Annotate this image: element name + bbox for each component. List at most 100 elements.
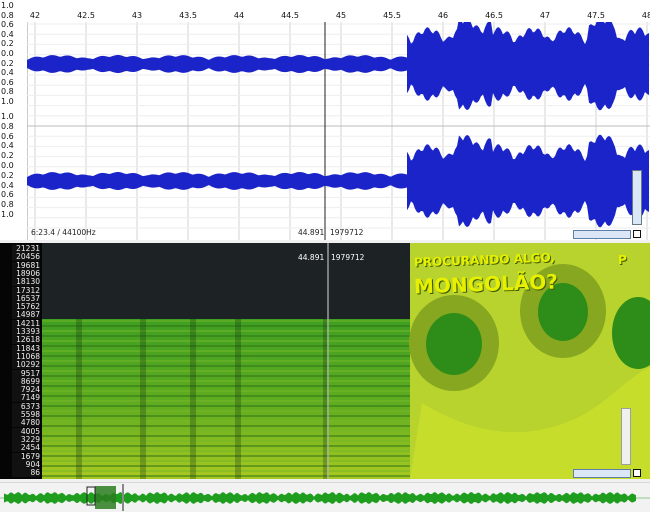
time-tick-label: 45.5 [383,11,401,20]
frequency-tick-label: 21231 [12,245,40,253]
frequency-tick-label: 4780 [12,419,40,428]
frequency-tick-label: 18130 [12,278,40,287]
frequency-tick-label: 19681 [12,261,40,270]
transient-column [76,319,82,479]
frequency-tick-label: 3229 [12,435,40,444]
frequency-axis: 21231 20456 19681 18906 18130 17312 16537 15762… [0,243,42,479]
time-tick-label: 42.5 [77,11,95,20]
amplitude-tick-label: 0.8 [1,200,14,210]
frequency-tick-label: 7924 [12,386,40,395]
frequency-tick-label: 10292 [12,361,40,370]
amplitude-axis: 1.0 0.8 0.6 0.4 0.2 0.0 0.2 0.4 0.6 0.8 1.0 1.0 0.8 0… [0,0,28,240]
hidden-image-face-shape [410,367,650,479]
frequency-tick-label: 9517 [12,369,40,378]
amplitude-tick-label: 0.8 [1,87,14,97]
frequency-tick-label: 904 [12,460,40,469]
time-tick-label: 46.5 [485,11,503,20]
time-tick-label: 46 [437,11,449,20]
frequency-tick-label: 16537 [12,294,40,303]
amplitude-tick-label: 1.0 [1,97,14,106]
time-tick-label: 48 [641,11,650,20]
amplitude-tick-label: 0.6 [1,20,14,30]
horizontal-zoom-bar[interactable] [573,230,631,239]
amplitude-tick-label: 0.6 [1,131,14,141]
frequency-tick-label: 6373 [12,402,40,411]
waveform-view[interactable] [27,22,650,240]
spectrogram-cursor-time: 44.891 [298,253,325,262]
amplitude-tick-label: 1.0 [1,1,14,10]
transient-column [235,319,241,479]
upper-channel-waveform-quiet [27,55,409,73]
hidden-image-caption-bottom: MONGOLÃO? [413,269,559,299]
audio-spectrum [42,319,410,479]
time-ruler[interactable]: 42 42.5 43 43.5 44 44.5 45 45.5 46 46.5 47 47.5 48 [27,0,650,22]
hidden-image-right-pupil [538,283,588,341]
transient-column [140,319,146,479]
sample-rate-status: 6:23.4 / 44100Hz [31,228,96,237]
amplitude-tick-label: 0.6 [1,190,14,200]
hidden-image-left-pupil [426,313,482,375]
time-tick-label: 45 [335,11,347,20]
time-tick-label: 43 [131,11,143,20]
frequency-tick-label: 86 [12,469,40,478]
hidden-image-repeat-caption: P [618,253,627,267]
time-tick-label: 44 [233,11,245,20]
amplitude-tick-label: 0.2 [1,151,14,161]
amplitude-tick-label: 0.4 [1,180,14,190]
amplitude-tick-label: 0.8 [1,121,14,131]
amplitude-tick-label: 0.0 [1,49,14,58]
frequency-tick-label: 5598 [12,411,40,419]
lower-channel-waveform-loud [407,134,649,228]
cursor-sample-label: 1979712 [330,228,364,237]
amplitude-tick-label: 0.0 [1,161,14,170]
overview-waveform[interactable] [0,483,650,512]
frequency-tick-label: 1679 [12,452,40,461]
time-tick-label: 47.5 [587,11,605,20]
amplitude-tick-label: 0.4 [1,29,14,39]
spectrogram-view[interactable] [42,243,650,479]
amplitude-tick-label: 0.6 [1,77,14,87]
spectrogram-horizontal-zoom-bar[interactable] [573,469,631,478]
spectrogram-cursor-sample: 1979712 [331,253,365,262]
overview-visible-window[interactable] [86,486,96,506]
overview-panel[interactable] [0,482,650,512]
frequency-tick-label: 11843 [12,344,40,353]
frequency-tick-label: 15762 [12,303,40,312]
spectrogram-zoom-reset-box[interactable] [633,469,641,477]
frequency-tick-label: 8699 [12,377,40,386]
cursor-time-label: 44.891 [298,228,325,237]
vertical-zoom-indicator[interactable] [632,170,642,225]
waveform-panel[interactable]: 1.0 0.8 0.6 0.4 0.2 0.0 0.2 0.4 0.6 0.8 1.0 1.0 0.8 0… [0,0,650,240]
amplitude-tick-label: 0.4 [1,68,14,78]
spectrogram-vertical-zoom-indicator[interactable] [621,408,631,465]
time-tick-label: 42 [29,11,41,20]
lower-channel-waveform-quiet [27,172,409,190]
overview-selection[interactable] [95,486,116,509]
transient-column [190,319,196,479]
amplitude-tick-label: 0.2 [1,58,14,68]
frequency-tick-label: 13393 [12,328,40,336]
frequency-tick-label: 2454 [12,444,40,453]
amplitude-tick-label: 1.0 [1,112,14,121]
frequency-tick-label: 17312 [12,286,40,295]
hidden-image-repeat-eye [612,297,650,369]
transient-column [323,319,329,479]
upper-channel-waveform-loud [407,22,649,111]
frequency-tick-label: 12618 [12,336,40,345]
zoom-reset-box[interactable] [633,230,641,238]
amplitude-tick-label: 1.0 [1,210,14,219]
high-frequency-noise [42,243,410,319]
amplitude-tick-label: 0.2 [1,170,14,180]
amplitude-tick-label: 0.4 [1,141,14,151]
amplitude-tick-label: 0.2 [1,39,14,49]
frequency-tick-label: 20456 [12,253,40,262]
time-tick-label: 44.5 [281,11,299,20]
amplitude-tick-label: 0.8 [1,10,14,20]
time-tick-label: 47 [539,11,551,20]
frequency-tick-label: 14211 [12,319,40,328]
frequency-tick-label: 11068 [12,352,40,361]
frequency-tick-label: 18906 [12,269,40,278]
spectrogram-panel[interactable]: PROCURANDO ALGO, MONGOLÃO? P 44.891 1979… [0,243,650,479]
frequency-tick-label: 7149 [12,394,40,403]
time-tick-label: 43.5 [179,11,197,20]
